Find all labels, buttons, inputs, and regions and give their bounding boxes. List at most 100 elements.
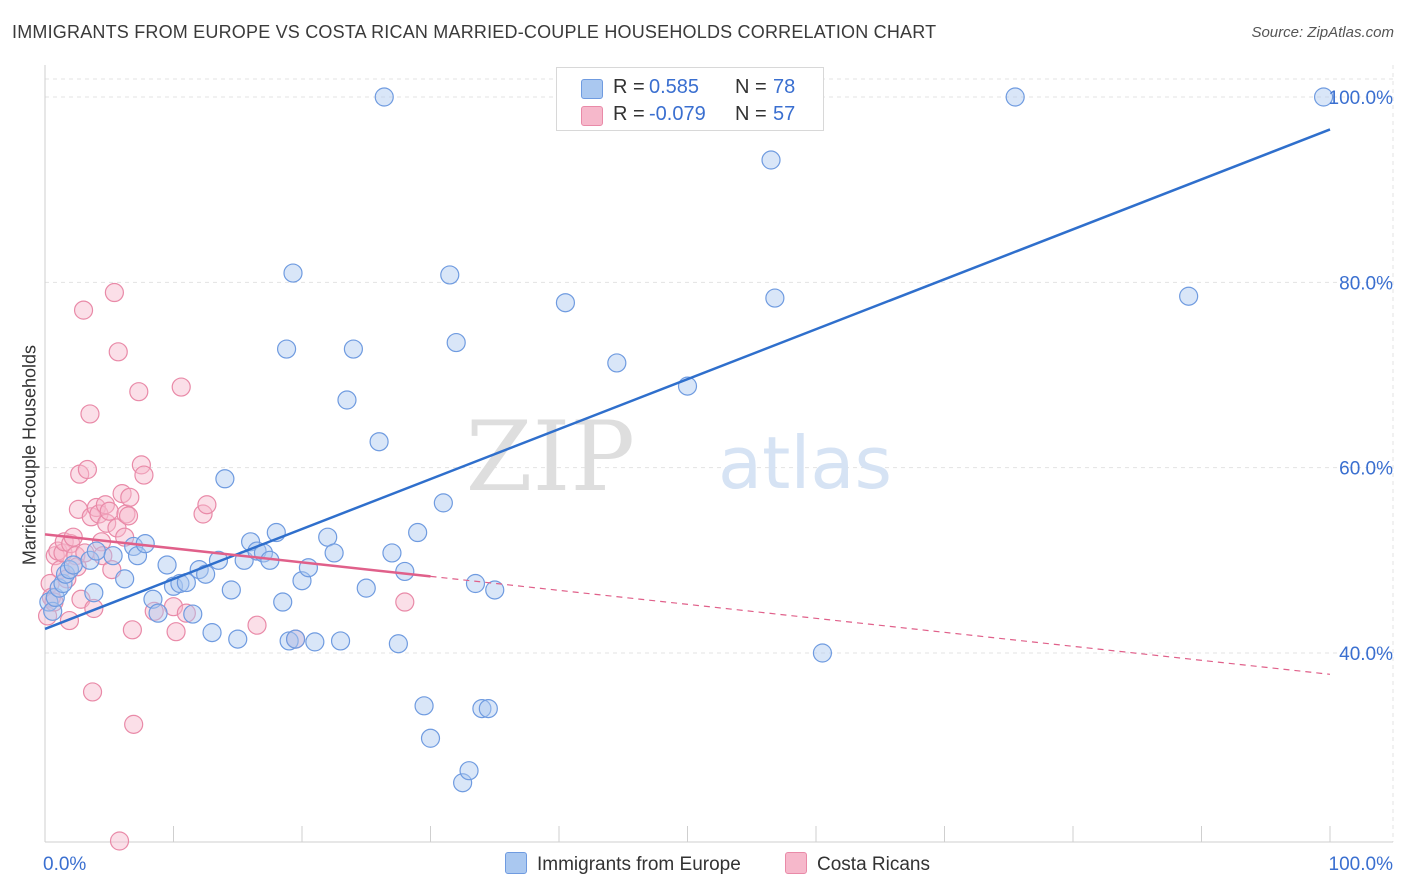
grid-lines bbox=[45, 65, 1394, 842]
data-point bbox=[84, 583, 104, 603]
data-point bbox=[433, 493, 453, 513]
data-point bbox=[120, 487, 140, 507]
trend-line-costa-rica bbox=[44, 533, 431, 578]
data-point bbox=[104, 282, 124, 303]
data-point bbox=[395, 561, 415, 582]
y-tick-labels: 40.0% 60.0% 80.0% 100.0% bbox=[1329, 88, 1394, 665]
x-tick-label: 0.0% bbox=[43, 854, 86, 875]
data-point bbox=[109, 831, 130, 851]
legend-row-costa-rica: R = -0.079 N = 57 bbox=[557, 101, 823, 129]
data-point bbox=[279, 631, 299, 651]
data-point bbox=[446, 332, 466, 353]
data-point bbox=[1179, 286, 1199, 306]
trend-lines bbox=[44, 128, 1331, 675]
data-point bbox=[305, 632, 325, 652]
data-point bbox=[395, 592, 415, 612]
data-point bbox=[414, 696, 434, 716]
data-point bbox=[382, 543, 402, 563]
data-point bbox=[63, 555, 83, 575]
data-point bbox=[761, 150, 781, 170]
data-point bbox=[555, 293, 576, 313]
legend-swatch-blue bbox=[505, 852, 527, 874]
data-point bbox=[148, 603, 168, 623]
data-point bbox=[273, 592, 293, 612]
data-point bbox=[115, 569, 135, 589]
data-point bbox=[97, 513, 117, 533]
data-point bbox=[183, 604, 203, 624]
data-point bbox=[176, 603, 196, 623]
source-label: Source: ZipAtlas.com bbox=[1251, 24, 1394, 41]
data-point bbox=[285, 629, 306, 649]
data-point bbox=[459, 761, 479, 781]
data-point bbox=[408, 522, 428, 543]
data-point bbox=[1005, 87, 1025, 107]
legend-n-label: N = bbox=[735, 103, 767, 125]
data-point bbox=[166, 622, 186, 642]
series-immigrants-from-europe bbox=[39, 87, 1334, 793]
legend-swatch-pink bbox=[785, 852, 807, 874]
y-tick-label: 40.0% bbox=[1339, 644, 1393, 665]
data-point bbox=[197, 495, 217, 515]
data-point bbox=[108, 342, 128, 362]
data-point bbox=[337, 390, 357, 410]
data-point bbox=[129, 382, 149, 402]
bottom-legend-europe[interactable]: Immigrants from Europe bbox=[505, 852, 741, 876]
data-point bbox=[202, 623, 222, 643]
watermark-zip: ZIP bbox=[466, 401, 635, 513]
data-point bbox=[171, 377, 191, 397]
data-point bbox=[324, 543, 344, 563]
data-point bbox=[228, 629, 248, 649]
y-tick-label: 60.0% bbox=[1339, 459, 1393, 480]
trend-line-europe bbox=[44, 128, 1331, 631]
data-point bbox=[812, 643, 833, 663]
data-point bbox=[472, 698, 492, 719]
bottom-legend-costa-rica[interactable]: Costa Ricans bbox=[785, 852, 930, 876]
data-point bbox=[124, 714, 144, 734]
y-tick-label: 100.0% bbox=[1329, 88, 1394, 109]
data-point bbox=[102, 559, 122, 580]
x-tick-label: 100.0% bbox=[1329, 854, 1394, 875]
stats-legend: R = 0.585 N = 78 R = -0.079 N = 57 bbox=[556, 67, 824, 131]
data-point bbox=[374, 87, 394, 107]
legend-swatch-blue bbox=[581, 79, 603, 99]
data-point bbox=[82, 682, 103, 702]
data-point bbox=[80, 550, 100, 570]
legend-row-europe: R = 0.585 N = 78 bbox=[557, 74, 823, 102]
data-point bbox=[86, 541, 107, 561]
legend-r-value: -0.079 bbox=[649, 103, 706, 125]
legend-n-label: N = bbox=[735, 76, 767, 98]
data-point bbox=[247, 615, 267, 635]
legend-r-value: 0.585 bbox=[649, 76, 700, 98]
watermark-atlas: atlas bbox=[718, 421, 892, 505]
data-point bbox=[420, 728, 441, 748]
chart-title: IMMIGRANTS FROM EUROPE VS COSTA RICAN MA… bbox=[12, 22, 937, 42]
data-point bbox=[84, 598, 104, 619]
data-point bbox=[73, 300, 94, 320]
data-point bbox=[453, 773, 473, 793]
data-point bbox=[388, 634, 408, 654]
data-point bbox=[157, 555, 177, 575]
data-point bbox=[1313, 87, 1334, 107]
data-point bbox=[124, 536, 144, 557]
data-point bbox=[276, 339, 297, 359]
data-point bbox=[765, 288, 785, 308]
legend-swatch-pink bbox=[581, 106, 603, 126]
data-point bbox=[356, 578, 376, 598]
data-point bbox=[134, 465, 154, 485]
data-point bbox=[485, 580, 505, 600]
legend-label-europe: Immigrants from Europe bbox=[537, 854, 741, 875]
y-axis-title: Married-couple Households bbox=[19, 344, 40, 566]
x-tick-labels: 0.0% 100.0% bbox=[43, 854, 1393, 875]
data-point bbox=[118, 506, 139, 526]
data-point bbox=[221, 580, 241, 600]
data-point bbox=[99, 501, 119, 521]
data-point bbox=[122, 620, 142, 640]
legend-n-value: 78 bbox=[773, 76, 796, 98]
legend-label-costa-rica: Costa Ricans bbox=[817, 854, 930, 875]
data-point bbox=[465, 573, 486, 594]
data-point bbox=[478, 698, 498, 719]
data-point bbox=[607, 353, 627, 373]
data-point bbox=[80, 404, 100, 424]
data-point bbox=[330, 631, 351, 651]
data-point bbox=[77, 459, 98, 480]
